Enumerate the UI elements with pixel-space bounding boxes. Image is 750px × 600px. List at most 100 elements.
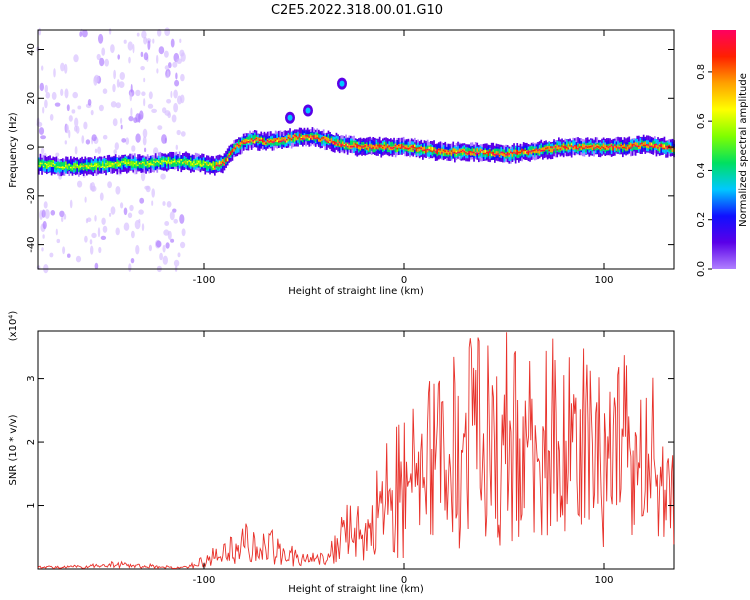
spectrogram-cell — [311, 136, 314, 141]
spectrogram-cell — [180, 159, 183, 167]
spectrogram-cell — [226, 157, 229, 162]
colorbar-tick-label: 0.8 — [696, 64, 707, 80]
spectrogram-cell — [382, 146, 384, 149]
spectrogram-cell — [482, 150, 485, 154]
spectrogram-cell — [92, 165, 95, 167]
spectrogram-cell — [447, 151, 450, 155]
spectrogram-cell — [670, 147, 672, 150]
spectrogram-cell — [385, 141, 387, 149]
spectrogram-speckle — [163, 229, 170, 236]
spectrogram-cell — [585, 145, 587, 153]
spectrogram-cell — [319, 134, 322, 142]
spectrogram-cell — [103, 166, 106, 169]
spectrogram-cell — [582, 143, 584, 148]
spectrogram-cell — [654, 143, 656, 148]
spectrogram-cell — [44, 163, 47, 167]
snr-xlabel: Height of straight line (km) — [288, 584, 424, 595]
spectrogram-cell — [575, 145, 578, 148]
spectrogram-cell — [150, 163, 152, 165]
spectrogram-cell — [314, 134, 317, 139]
spectrogram-speckle — [155, 240, 162, 248]
spectrogram-speckle — [90, 109, 94, 116]
spectrogram-cell — [466, 147, 469, 155]
spectrogram-cell — [386, 146, 389, 148]
spectrogram-cell — [318, 134, 320, 141]
spectrogram-cell — [41, 162, 43, 165]
spectrogram-cell — [79, 166, 82, 168]
spectrogram-cell — [626, 144, 629, 147]
spectrogram-cell — [471, 151, 474, 156]
spectrogram-cell — [218, 160, 221, 165]
spectrogram-cell — [233, 147, 235, 149]
spectrogram-cell — [287, 137, 290, 139]
spectrogram-speckle — [102, 134, 108, 140]
colorbar-gradient — [712, 30, 736, 269]
spectrogram-cell — [559, 148, 562, 150]
spectrogram-cell — [254, 134, 256, 142]
spectrogram-cell — [620, 144, 623, 147]
spectrogram-cell — [255, 137, 258, 140]
spectrogram-cell — [450, 152, 453, 156]
spectrogram-speckle — [102, 88, 108, 94]
spectrogram-speckle — [36, 121, 43, 127]
spectrogram-cell — [468, 151, 471, 154]
spectrogram-cell — [591, 146, 594, 150]
spectrogram-speckle — [51, 91, 57, 100]
spectrogram-speckle — [50, 210, 56, 216]
spectrogram-cell — [246, 141, 248, 144]
spectrogram-cell — [534, 149, 536, 153]
spectrogram-speckle — [101, 217, 106, 225]
spectrogram-cell — [652, 140, 655, 148]
spectrogram-cell — [662, 147, 664, 150]
spectrogram-cell — [417, 148, 419, 153]
spectrogram-cell — [94, 164, 96, 167]
spectrogram-cell — [340, 138, 343, 146]
spectrogram-cell — [449, 152, 451, 155]
spectrogram-cell — [514, 152, 517, 154]
snr-multiplier: (x10⁴) — [8, 311, 19, 342]
spectrogram-cell — [212, 166, 215, 168]
spectrogram-cell — [270, 140, 272, 142]
spectrogram-cell — [380, 145, 383, 147]
spectrogram-cell — [114, 162, 117, 164]
spectrogram-cell — [170, 162, 173, 164]
spectrogram-cell — [190, 162, 192, 167]
spectrogram-speckle — [98, 104, 104, 112]
spectrogram-cell — [646, 144, 648, 148]
spectrogram-cell — [422, 147, 424, 151]
spectrogram-speckle — [162, 255, 168, 265]
spectrogram-cell — [338, 141, 341, 144]
spectrogram-cell — [98, 165, 101, 167]
spectrogram-cell — [262, 138, 264, 142]
spectrogram-ytick-label: -40 — [26, 236, 37, 252]
spectrogram-speckle — [140, 66, 145, 71]
spectrogram-cell — [655, 143, 658, 146]
spectrogram-cell — [289, 137, 291, 140]
spectrogram-cell — [326, 137, 328, 144]
spectrogram-cell — [143, 162, 146, 164]
spectrogram-cell — [663, 144, 666, 149]
spectrogram-speckle — [94, 215, 97, 222]
spectrogram-cell — [500, 151, 503, 156]
spectrogram-cell — [97, 163, 99, 167]
spectrogram-cell — [170, 159, 173, 164]
spectrogram-speckle — [119, 72, 126, 80]
spectrogram-cell — [210, 164, 213, 166]
spectrogram-cell — [177, 158, 179, 163]
spectrogram-cell — [281, 140, 283, 142]
spectrogram-cell — [126, 162, 128, 166]
spectrogram-speckle — [166, 99, 172, 104]
spectrogram-cell — [282, 139, 285, 141]
spectrogram-cell — [183, 161, 186, 163]
spectrogram-cell — [252, 135, 255, 142]
spectrogram-cell — [284, 137, 287, 141]
spectrogram-speckle — [104, 58, 109, 67]
spectrogram-cell — [471, 147, 474, 155]
spectrogram-speckle — [123, 39, 127, 44]
spectrogram-cell — [402, 145, 405, 150]
spectrogram-cell — [50, 165, 53, 167]
spectrogram-speckle — [120, 202, 124, 209]
snr-ytick-label: 3 — [26, 375, 37, 381]
spectrogram-cell — [375, 147, 378, 149]
spectrogram-cell — [186, 161, 189, 163]
